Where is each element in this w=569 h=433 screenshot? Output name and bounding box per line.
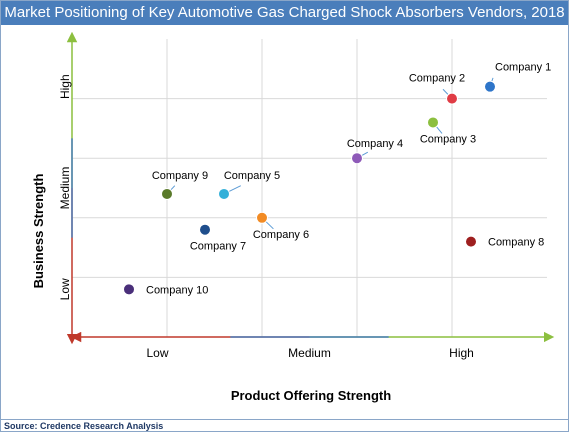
- x-tick-label: Medium: [288, 346, 331, 360]
- x-tick-label: High: [449, 346, 474, 360]
- data-point-label: Company 1: [495, 62, 551, 74]
- data-point-label: Company 9: [152, 170, 208, 182]
- y-axis-label: Business Strength: [31, 174, 46, 289]
- data-point: [256, 211, 268, 224]
- source-note: Source: Credence Research Analysis: [1, 419, 568, 432]
- y-tick-label: Medium: [58, 167, 72, 210]
- data-point: [351, 152, 363, 165]
- data-point: [427, 116, 439, 129]
- axes: [66, 31, 555, 345]
- data-point-label: Company 2: [409, 73, 465, 85]
- data-point-label: Company 5: [224, 170, 280, 182]
- data-point: [199, 223, 211, 236]
- data-point: [161, 187, 173, 200]
- data-points: Company 1 Company 2 Company 3 Company 4 Comp…: [123, 62, 551, 296]
- x-axis-label: Product Offering Strength: [231, 388, 391, 403]
- data-point: [123, 283, 135, 296]
- data-point: [446, 92, 458, 105]
- y-tick-label: Low: [58, 278, 72, 300]
- data-point-label: Company 6: [253, 229, 309, 241]
- data-point-label: Company 3: [420, 133, 476, 145]
- data-point-label: Company 10: [146, 284, 208, 296]
- y-tick-label: High: [58, 74, 72, 99]
- data-point: [465, 235, 477, 248]
- data-point-label: Company 8: [488, 237, 544, 249]
- x-tick-label: Low: [146, 346, 168, 360]
- data-point: [218, 187, 230, 200]
- grid-lines: [72, 39, 547, 337]
- tick-labels: Low Medium High Low Medium High: [58, 74, 474, 360]
- data-point-label: Company 4: [347, 138, 403, 150]
- data-point-label: Company 7: [190, 241, 246, 253]
- data-point: [484, 80, 496, 93]
- chart-title: Market Positioning of Key Automotive Gas…: [1, 1, 568, 25]
